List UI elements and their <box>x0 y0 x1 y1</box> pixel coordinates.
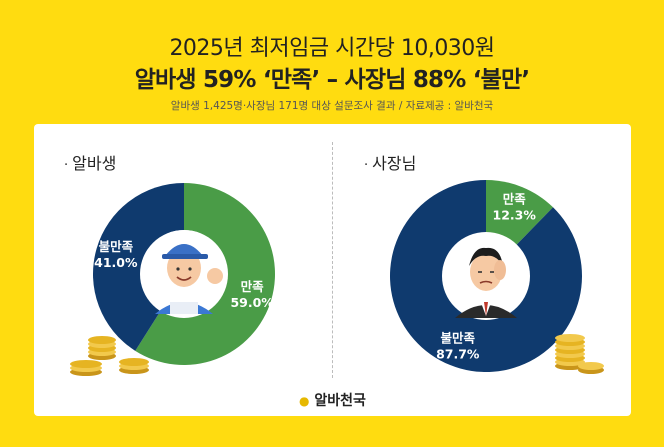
bullet-dot: · <box>64 158 69 173</box>
slice-category-label-worker-1: 불만족 <box>99 239 134 254</box>
chart-card: · 알바생 · 사장님 만족 59.0% 불만족 41.0% 만족 12.3% 불만족 87.7… <box>34 124 631 416</box>
slice-category-label-owner-1: 불만족 <box>441 330 476 345</box>
slice-value-label-worker-1: 41.0% <box>94 255 138 270</box>
brand-name: 알바천국 <box>314 393 366 409</box>
panel-title-left-text: 알바생 <box>72 154 117 173</box>
panel-title-right-text: 사장님 <box>372 154 417 173</box>
panel-title-left: · 알바생 <box>64 150 116 174</box>
slice-value-label-owner-0: 12.3% <box>493 208 537 223</box>
slice-value-label-worker-0: 59.0% <box>230 295 274 310</box>
slice-value-label-owner-1: 87.7% <box>436 346 480 361</box>
chart-headline: 알바생 59% ‘만족’ – 사장님 88% ‘불만’ <box>134 67 530 93</box>
worker-illustration <box>142 230 226 314</box>
slice-category-label-owner-0: 만족 <box>503 192 527 207</box>
slice-category-label-worker-0: 만족 <box>241 279 265 294</box>
coins-icon-left <box>70 336 149 376</box>
coins-icon-right <box>555 334 604 374</box>
bee-icon: ● <box>299 394 310 408</box>
brand-logo: ● 알바천국 <box>34 390 631 410</box>
bullet-dot: · <box>364 158 369 173</box>
owner-illustration <box>444 234 528 318</box>
source-note: 알바생 1,425명·사장님 171명 대상 설문조사 결과 / 자료제공 : … <box>170 100 494 112</box>
panel-title-right: · 사장님 <box>364 150 416 174</box>
chart-title: 2025년 최저임금 시간당 10,030원 <box>169 36 495 61</box>
divider <box>332 142 333 378</box>
